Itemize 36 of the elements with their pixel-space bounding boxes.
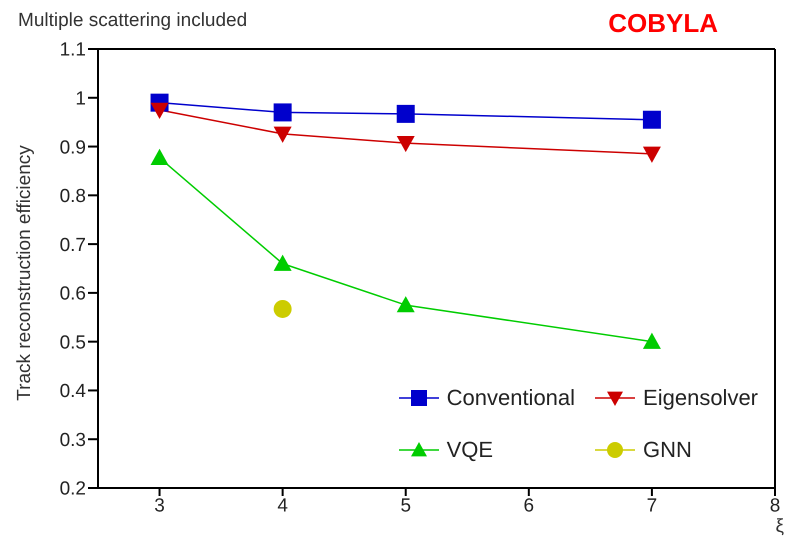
point	[274, 300, 292, 318]
legend-label: Conventional	[446, 385, 576, 411]
y-tick-label: 1.1	[60, 40, 86, 61]
y-tick-label: 1	[75, 88, 86, 110]
point	[642, 110, 661, 129]
point	[396, 136, 415, 152]
y-tick-label: 0.3	[60, 430, 86, 451]
point	[642, 146, 661, 163]
point	[642, 332, 661, 349]
y-tick-label: 0.2	[60, 478, 86, 500]
point	[274, 103, 292, 122]
y-tick-label: 0.6	[60, 284, 86, 305]
legend-label: GNN	[643, 437, 692, 463]
x-tick-label: 5	[400, 495, 412, 516]
x-tick-label: 3	[154, 495, 165, 516]
point	[150, 102, 169, 119]
x-tick-label: 8	[770, 495, 780, 516]
y-tick-label: 0.4	[60, 381, 86, 402]
legend-label: VQE	[446, 437, 494, 463]
point	[274, 254, 292, 271]
x-axis-title: ξ	[775, 516, 784, 538]
text: COBYLA	[608, 8, 718, 39]
x-tick-label: 6	[524, 495, 534, 516]
point	[396, 296, 415, 312]
point	[274, 126, 292, 143]
x-tick-label: 7	[646, 495, 658, 516]
y-axis-title: Track reconstruction efficiency	[14, 145, 36, 401]
y-tick-label: 0.7	[60, 234, 86, 256]
y-tick-label: 0.8	[60, 186, 86, 208]
point	[150, 148, 169, 165]
y-tick-label: 0.5	[60, 332, 86, 354]
y-tick-label: 0.9	[60, 137, 86, 158]
x-tick-label: 4	[277, 495, 288, 516]
legend-label: Eigensolver	[643, 385, 758, 411]
point	[396, 104, 415, 123]
chart-title: Multiple scattering included	[18, 10, 248, 32]
